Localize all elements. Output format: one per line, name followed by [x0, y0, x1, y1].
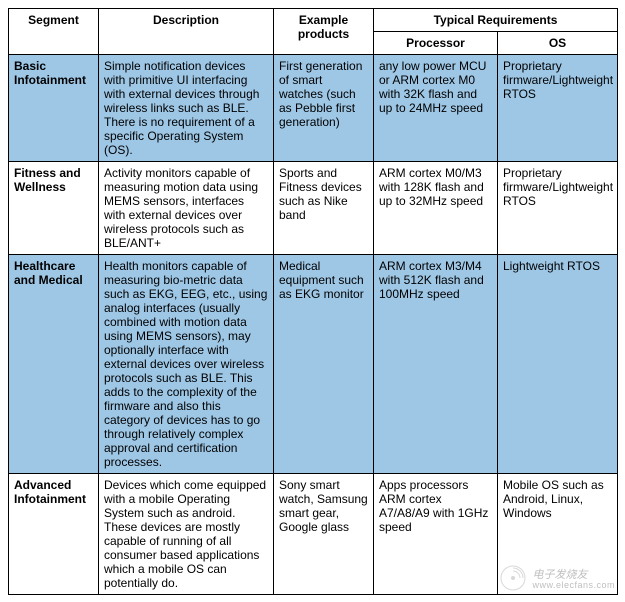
table-header: Segment Description Example products Typ… — [9, 9, 618, 55]
cell-description: Health monitors capable of measuring bio… — [99, 255, 274, 474]
cell-os: Mobile OS such as Android, Linux, Window… — [498, 474, 618, 595]
header-processor: Processor — [374, 32, 498, 55]
cell-example: Medical equipment such as EKG monitor — [274, 255, 374, 474]
table-body: Basic Infotainment Simple notification d… — [9, 55, 618, 595]
cell-processor: Apps processors ARM cortex A7/A8/A9 with… — [374, 474, 498, 595]
cell-segment: Fitness and Wellness — [9, 162, 99, 255]
header-segment: Segment — [9, 9, 99, 55]
cell-processor: ARM cortex M3/M4 with 512K flash and 100… — [374, 255, 498, 474]
segments-table: Segment Description Example products Typ… — [8, 8, 618, 595]
cell-description: Simple notification devices with primiti… — [99, 55, 274, 162]
header-description: Description — [99, 9, 274, 55]
cell-os: Proprietary firmware/Lightweight RTOS — [498, 162, 618, 255]
header-typical: Typical Requirements — [374, 9, 618, 32]
table-row: Advanced Infotainment Devices which come… — [9, 474, 618, 595]
cell-segment: Basic Infotainment — [9, 55, 99, 162]
cell-processor: ARM cortex M0/M3 with 128K flash and up … — [374, 162, 498, 255]
table-row: Basic Infotainment Simple notification d… — [9, 55, 618, 162]
cell-os: Proprietary firmware/Lightweight RTOS — [498, 55, 618, 162]
cell-description: Activity monitors capable of measuring m… — [99, 162, 274, 255]
header-os: OS — [498, 32, 618, 55]
cell-segment: Advanced Infotainment — [9, 474, 99, 595]
table-row: Healthcare and Medical Health monitors c… — [9, 255, 618, 474]
cell-os: Lightweight RTOS — [498, 255, 618, 474]
cell-processor: any low power MCU or ARM cortex M0 with … — [374, 55, 498, 162]
cell-description: Devices which come equipped with a mobil… — [99, 474, 274, 595]
cell-example: Sports and Fitness devices such as Nike … — [274, 162, 374, 255]
table-row: Fitness and Wellness Activity monitors c… — [9, 162, 618, 255]
header-example: Example products — [274, 9, 374, 55]
cell-segment: Healthcare and Medical — [9, 255, 99, 474]
cell-example: Sony smart watch, Samsung smart gear, Go… — [274, 474, 374, 595]
cell-example: First generation of smart watches (such … — [274, 55, 374, 162]
